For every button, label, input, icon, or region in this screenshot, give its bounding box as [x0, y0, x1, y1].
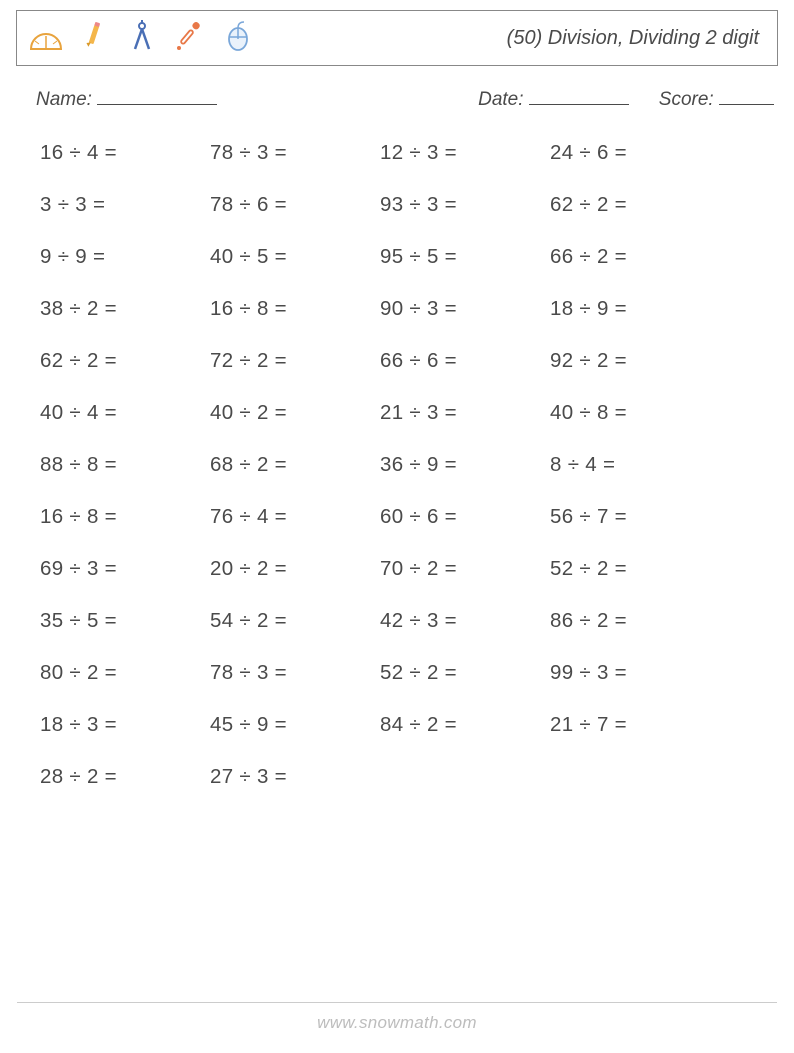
- problem: 84 ÷ 2 =: [380, 713, 550, 737]
- problem-row: 9 ÷ 9 =40 ÷ 5 =95 ÷ 5 =66 ÷ 2 =: [40, 245, 778, 269]
- problem-row: 3 ÷ 3 =78 ÷ 6 =93 ÷ 3 =62 ÷ 2 =: [40, 193, 778, 217]
- score-field: Score:: [659, 88, 774, 111]
- problem: 8 ÷ 4 =: [550, 453, 720, 477]
- pencil-icon: [77, 19, 111, 58]
- problem: 78 ÷ 3 =: [210, 661, 380, 685]
- problem: 40 ÷ 2 =: [210, 401, 380, 425]
- problem: 16 ÷ 8 =: [210, 297, 380, 321]
- name-field: Name:: [36, 88, 217, 111]
- problem: 69 ÷ 3 =: [40, 557, 210, 581]
- problem-row: 80 ÷ 2 =78 ÷ 3 =52 ÷ 2 =99 ÷ 3 =: [40, 661, 778, 685]
- problem: 56 ÷ 7 =: [550, 505, 720, 529]
- problem-row: 88 ÷ 8 =68 ÷ 2 =36 ÷ 9 =8 ÷ 4 =: [40, 453, 778, 477]
- info-row: Name: Date: Score:: [16, 88, 778, 111]
- problem: 54 ÷ 2 =: [210, 609, 380, 633]
- problem: 95 ÷ 5 =: [380, 245, 550, 269]
- problem: 92 ÷ 2 =: [550, 349, 720, 373]
- problem: 90 ÷ 3 =: [380, 297, 550, 321]
- problem: 36 ÷ 9 =: [380, 453, 550, 477]
- problem-row: 16 ÷ 4 =78 ÷ 3 =12 ÷ 3 =24 ÷ 6 =: [40, 141, 778, 165]
- compass-icon: [125, 19, 159, 58]
- problem-row: 28 ÷ 2 =27 ÷ 3 =: [40, 765, 778, 789]
- problem: 78 ÷ 3 =: [210, 141, 380, 165]
- problem: 21 ÷ 7 =: [550, 713, 720, 737]
- score-label: Score:: [659, 89, 714, 110]
- problem: 66 ÷ 2 =: [550, 245, 720, 269]
- footer: www.snowmath.com: [0, 1002, 794, 1033]
- problem: 52 ÷ 2 =: [550, 557, 720, 581]
- problem: 16 ÷ 4 =: [40, 141, 210, 165]
- problem-row: 40 ÷ 4 =40 ÷ 2 =21 ÷ 3 =40 ÷ 8 =: [40, 401, 778, 425]
- worksheet-title: (50) Division, Dividing 2 digit: [507, 27, 763, 50]
- problem-row: 38 ÷ 2 =16 ÷ 8 =90 ÷ 3 =18 ÷ 9 =: [40, 297, 778, 321]
- problem: 99 ÷ 3 =: [550, 661, 720, 685]
- problem: 9 ÷ 9 =: [40, 245, 210, 269]
- problem: 70 ÷ 2 =: [380, 557, 550, 581]
- name-blank[interactable]: [97, 88, 217, 105]
- problem: 18 ÷ 3 =: [40, 713, 210, 737]
- problem: 88 ÷ 8 =: [40, 453, 210, 477]
- problem: 66 ÷ 6 =: [380, 349, 550, 373]
- problem-row: 69 ÷ 3 =20 ÷ 2 =70 ÷ 2 =52 ÷ 2 =: [40, 557, 778, 581]
- problem: 16 ÷ 8 =: [40, 505, 210, 529]
- problem: 18 ÷ 9 =: [550, 297, 720, 321]
- problem: 76 ÷ 4 =: [210, 505, 380, 529]
- problem-row: 16 ÷ 8 =76 ÷ 4 =60 ÷ 6 =56 ÷ 7 =: [40, 505, 778, 529]
- problem: 62 ÷ 2 =: [40, 349, 210, 373]
- problem: 86 ÷ 2 =: [550, 609, 720, 633]
- problem: 40 ÷ 4 =: [40, 401, 210, 425]
- problem: 52 ÷ 2 =: [380, 661, 550, 685]
- problem: 28 ÷ 2 =: [40, 765, 210, 789]
- problem-grid: 16 ÷ 4 =78 ÷ 3 =12 ÷ 3 =24 ÷ 6 =3 ÷ 3 =7…: [16, 141, 778, 789]
- date-label: Date:: [478, 89, 523, 110]
- problem: 35 ÷ 5 =: [40, 609, 210, 633]
- problem: 80 ÷ 2 =: [40, 661, 210, 685]
- problem: 62 ÷ 2 =: [550, 193, 720, 217]
- header-box: (50) Division, Dividing 2 digit: [16, 10, 778, 66]
- problem: 60 ÷ 6 =: [380, 505, 550, 529]
- problem: 40 ÷ 5 =: [210, 245, 380, 269]
- dropper-icon: [173, 19, 207, 58]
- problem: 78 ÷ 6 =: [210, 193, 380, 217]
- problem: 27 ÷ 3 =: [210, 765, 380, 789]
- problem: 3 ÷ 3 =: [40, 193, 210, 217]
- problem: 20 ÷ 2 =: [210, 557, 380, 581]
- footer-text: www.snowmath.com: [317, 1013, 477, 1032]
- date-blank[interactable]: [529, 88, 629, 105]
- problem: 72 ÷ 2 =: [210, 349, 380, 373]
- problem: 40 ÷ 8 =: [550, 401, 720, 425]
- problem-row: 62 ÷ 2 =72 ÷ 2 =66 ÷ 6 =92 ÷ 2 =: [40, 349, 778, 373]
- problem: 21 ÷ 3 =: [380, 401, 550, 425]
- problem: 24 ÷ 6 =: [550, 141, 720, 165]
- problem: 93 ÷ 3 =: [380, 193, 550, 217]
- score-blank[interactable]: [719, 88, 774, 105]
- problem: 42 ÷ 3 =: [380, 609, 550, 633]
- protractor-icon: [29, 19, 63, 58]
- problem: 68 ÷ 2 =: [210, 453, 380, 477]
- problem-row: 35 ÷ 5 =54 ÷ 2 =42 ÷ 3 =86 ÷ 2 =: [40, 609, 778, 633]
- problem: 38 ÷ 2 =: [40, 297, 210, 321]
- date-field: Date:: [478, 88, 629, 111]
- name-label: Name:: [36, 89, 92, 110]
- tool-icons: [25, 19, 255, 58]
- problem: 12 ÷ 3 =: [380, 141, 550, 165]
- problem: 45 ÷ 9 =: [210, 713, 380, 737]
- problem-row: 18 ÷ 3 =45 ÷ 9 =84 ÷ 2 =21 ÷ 7 =: [40, 713, 778, 737]
- mouse-icon: [221, 19, 255, 58]
